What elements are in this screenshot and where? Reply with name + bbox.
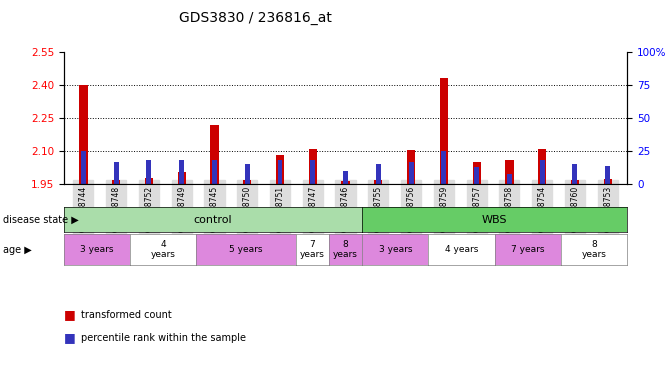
- Text: control: control: [194, 215, 232, 225]
- Bar: [374, 180, 382, 184]
- Text: disease state ▶: disease state ▶: [3, 215, 79, 225]
- Bar: [276, 154, 284, 184]
- Bar: [376, 164, 381, 184]
- Bar: [474, 167, 479, 184]
- Bar: [79, 85, 87, 184]
- Bar: [113, 162, 119, 184]
- Text: percentile rank within the sample: percentile rank within the sample: [81, 333, 246, 343]
- Text: GDS3830 / 236816_at: GDS3830 / 236816_at: [178, 11, 331, 25]
- Bar: [278, 161, 282, 184]
- Text: 3 years: 3 years: [80, 245, 113, 254]
- Bar: [343, 171, 348, 184]
- Text: 7
years: 7 years: [300, 240, 325, 259]
- Bar: [440, 78, 448, 184]
- Bar: [212, 161, 217, 184]
- Text: 8
years: 8 years: [333, 240, 358, 259]
- Bar: [505, 160, 513, 184]
- Bar: [179, 161, 184, 184]
- Bar: [146, 161, 152, 184]
- Text: age ▶: age ▶: [3, 245, 32, 255]
- Text: 3 years: 3 years: [378, 245, 412, 254]
- Text: ■: ■: [64, 331, 79, 344]
- Bar: [442, 151, 446, 184]
- Bar: [539, 161, 545, 184]
- Bar: [538, 149, 546, 184]
- Bar: [309, 149, 317, 184]
- Text: ■: ■: [64, 308, 79, 321]
- Text: 8
years: 8 years: [582, 240, 607, 259]
- Bar: [605, 166, 610, 184]
- Bar: [145, 178, 153, 184]
- Bar: [310, 161, 315, 184]
- Text: 5 years: 5 years: [229, 245, 263, 254]
- Bar: [81, 151, 86, 184]
- Bar: [243, 180, 252, 184]
- Bar: [572, 164, 578, 184]
- Text: 4 years: 4 years: [445, 245, 478, 254]
- Bar: [342, 181, 350, 184]
- Bar: [407, 150, 415, 184]
- Bar: [178, 172, 186, 184]
- Bar: [112, 180, 120, 184]
- Bar: [211, 125, 219, 184]
- Text: transformed count: transformed count: [81, 310, 171, 320]
- Text: 7 years: 7 years: [511, 245, 545, 254]
- Bar: [245, 164, 250, 184]
- Bar: [409, 162, 413, 184]
- Text: 4
years: 4 years: [151, 240, 176, 259]
- Bar: [571, 180, 579, 184]
- Bar: [604, 179, 612, 184]
- Text: WBS: WBS: [482, 215, 507, 225]
- Bar: [507, 174, 512, 184]
- Bar: [472, 162, 480, 184]
